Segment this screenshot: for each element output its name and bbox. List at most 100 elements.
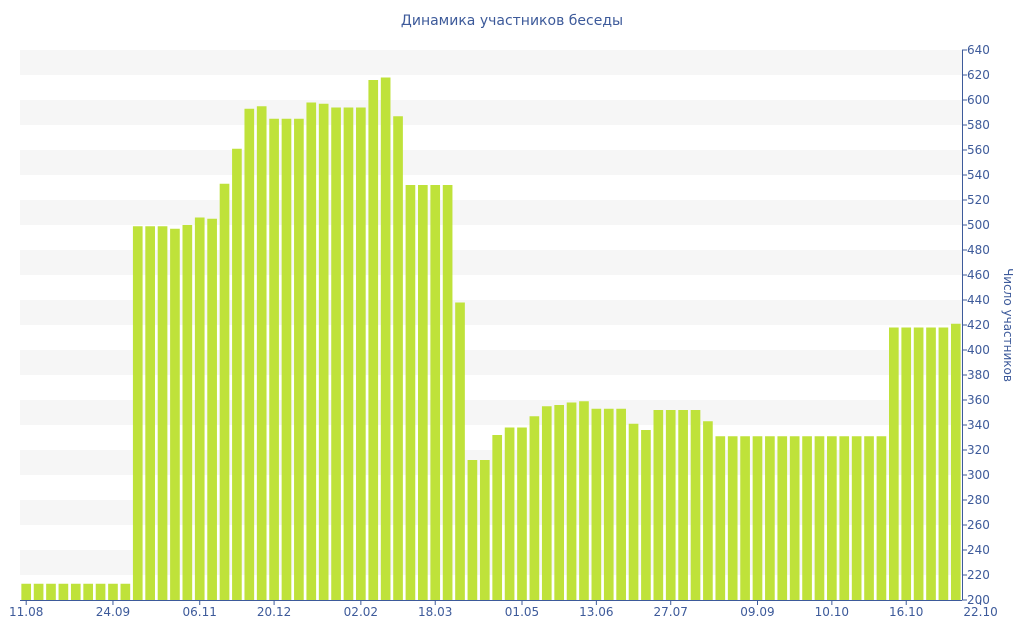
bar[interactable] [318, 103, 329, 600]
bar[interactable] [194, 217, 205, 601]
x-tick-label: 20.12 [257, 605, 291, 619]
bar[interactable] [269, 118, 279, 600]
y-tick-label: 600 [967, 93, 990, 107]
bar[interactable] [554, 405, 565, 600]
bar[interactable] [839, 436, 850, 600]
bar[interactable] [46, 583, 56, 600]
y-tick-label: 560 [967, 143, 990, 157]
bar[interactable] [132, 226, 143, 600]
x-tick-label: 06.11 [183, 605, 217, 619]
bar[interactable] [170, 228, 180, 600]
x-tick-label: 11.08 [9, 605, 43, 619]
bar[interactable] [232, 148, 242, 600]
y-tick-label: 380 [967, 368, 990, 382]
bar[interactable] [926, 327, 936, 601]
bar[interactable] [913, 327, 924, 601]
bar[interactable] [306, 102, 317, 601]
bar[interactable] [157, 226, 168, 600]
bar[interactable] [182, 225, 193, 600]
bar[interactable] [331, 107, 341, 601]
bar[interactable] [851, 436, 862, 600]
grid-band [20, 200, 962, 225]
bar[interactable] [950, 323, 961, 600]
bar[interactable] [356, 107, 366, 601]
bar[interactable] [479, 460, 490, 600]
bar[interactable] [529, 416, 540, 600]
y-tick-label: 400 [967, 343, 990, 357]
bar[interactable] [876, 436, 887, 600]
x-tick-label: 27.07 [654, 605, 688, 619]
bar[interactable] [442, 185, 453, 600]
bar[interactable] [690, 410, 701, 600]
bar[interactable] [430, 185, 441, 600]
x-tick-label: 13.06 [579, 605, 613, 619]
bar[interactable] [58, 583, 69, 600]
bar[interactable] [256, 106, 267, 600]
y-tick-label: 580 [967, 118, 990, 132]
bar[interactable] [83, 583, 94, 600]
bar[interactable] [591, 408, 602, 600]
bar[interactable] [393, 116, 403, 600]
bar[interactable] [120, 583, 131, 600]
bar[interactable] [665, 410, 676, 600]
bar[interactable] [814, 436, 825, 600]
bar[interactable] [765, 436, 775, 600]
bar[interactable] [827, 436, 837, 600]
chart-title: Динамика участников беседы [400, 13, 624, 29]
bar[interactable] [541, 406, 552, 600]
bar[interactable] [21, 583, 32, 600]
bar[interactable] [703, 421, 713, 600]
x-tick-label: 09.09 [740, 605, 774, 619]
bar[interactable] [653, 410, 664, 600]
bar[interactable] [294, 118, 304, 600]
bar[interactable] [492, 435, 503, 600]
bar[interactable] [864, 436, 874, 600]
x-tick-label: 24.09 [96, 605, 130, 619]
y-tick-label: 260 [967, 518, 990, 532]
bar[interactable] [603, 408, 614, 600]
bar[interactable] [405, 185, 416, 600]
bar[interactable] [789, 436, 800, 600]
bar[interactable] [70, 583, 81, 600]
bar[interactable] [504, 427, 515, 601]
bar[interactable] [938, 327, 949, 601]
bar[interactable] [244, 108, 255, 600]
bar[interactable] [467, 460, 478, 600]
bar[interactable] [455, 302, 465, 601]
bar[interactable] [740, 436, 750, 600]
bar[interactable] [108, 583, 118, 600]
bar[interactable] [145, 226, 155, 600]
y-tick-label: 520 [967, 193, 990, 207]
bar[interactable] [368, 80, 379, 600]
bar[interactable] [566, 402, 577, 601]
bar[interactable] [343, 107, 354, 601]
bar[interactable] [33, 583, 44, 600]
bar[interactable] [579, 401, 589, 600]
bar[interactable] [95, 583, 106, 600]
bar[interactable] [517, 427, 527, 601]
y-tick-label: 280 [967, 493, 990, 507]
bar[interactable] [752, 436, 763, 600]
bar-series [21, 77, 961, 601]
grid-band [20, 50, 962, 75]
y-tick-label: 620 [967, 68, 990, 82]
bar[interactable] [641, 430, 651, 600]
bar[interactable] [207, 218, 217, 600]
bar[interactable] [777, 436, 788, 600]
bar[interactable] [802, 436, 812, 600]
bar[interactable] [219, 183, 230, 600]
grid-band [20, 150, 962, 175]
y-tick-label: 460 [967, 268, 990, 282]
bar[interactable] [418, 185, 428, 600]
bar[interactable] [678, 410, 688, 600]
bar[interactable] [380, 77, 391, 601]
bar[interactable] [901, 327, 912, 601]
bar[interactable] [628, 423, 639, 600]
bar[interactable] [727, 436, 738, 600]
bar[interactable] [889, 327, 899, 601]
bar[interactable] [281, 118, 292, 600]
bar[interactable] [715, 436, 726, 600]
bar[interactable] [616, 408, 626, 600]
